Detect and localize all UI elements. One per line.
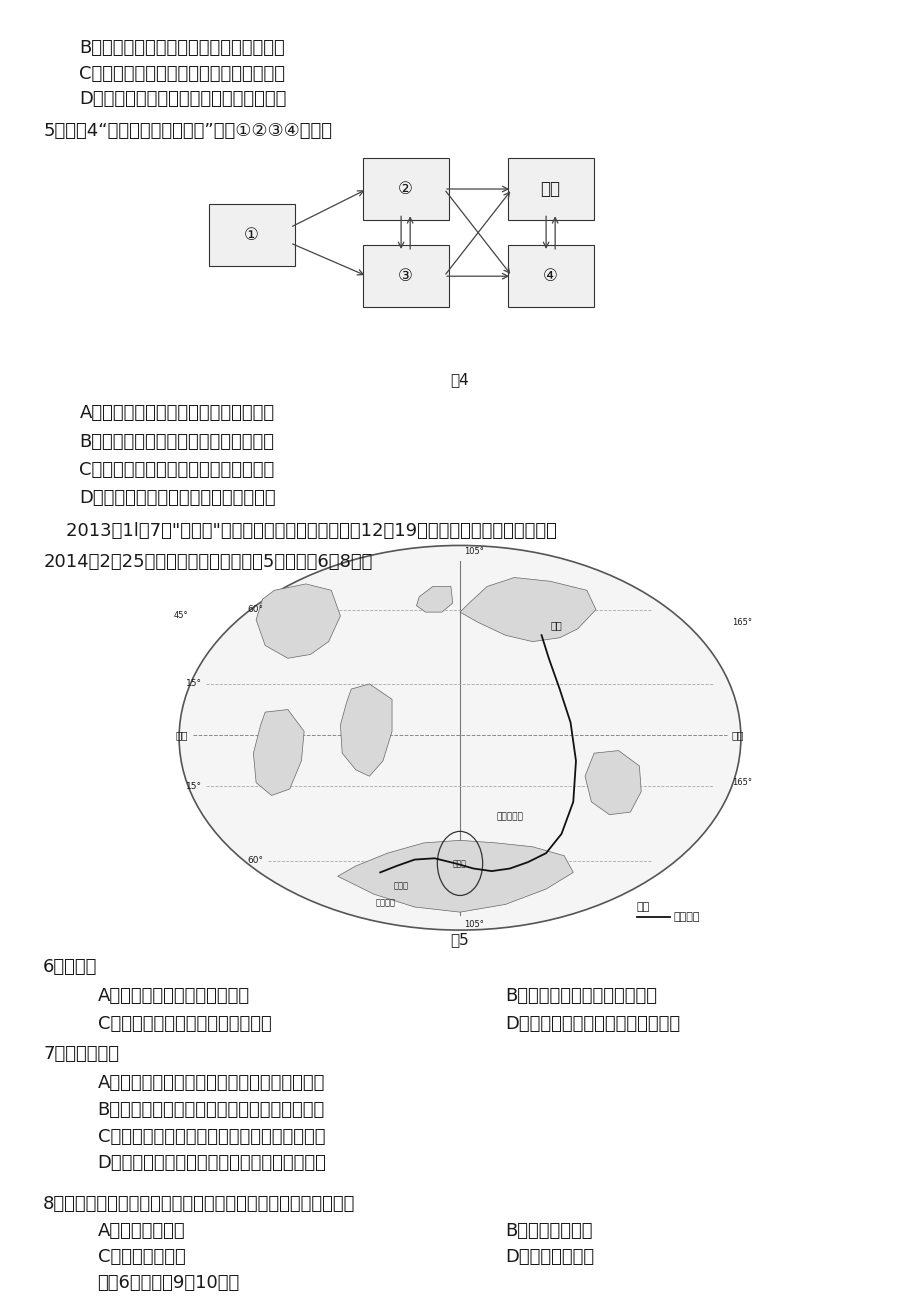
Text: B．乌斯怀亚到长城站，正午槐杆影子越来越短: B．乌斯怀亚到长城站，正午槐杆影子越来越短 [97, 1100, 324, 1118]
Text: 2014年2月25日成功返回中山站。读图5，回答的6～8题。: 2014年2月25日成功返回中山站。读图5，回答的6～8题。 [43, 553, 372, 572]
FancyBboxPatch shape [507, 159, 593, 220]
Text: 长城站: 长城站 [393, 881, 408, 891]
Text: 赤道: 赤道 [176, 730, 188, 741]
Text: 图5: 图5 [450, 932, 469, 948]
Text: C．人类活动、太阳辐射、下垫面、大气: C．人类活动、太阳辐射、下垫面、大气 [79, 461, 275, 479]
Text: 读图6，回答礗9、10题。: 读图6，回答礗9、10题。 [97, 1273, 240, 1292]
Text: D．产业结构升级，大力发展第二、三产业: D．产业结构升级，大力发展第二、三产业 [79, 90, 287, 108]
FancyBboxPatch shape [507, 245, 593, 307]
Text: 图4: 图4 [450, 372, 469, 388]
Text: C．到弗里曼特尔正値当地少雨时节: C．到弗里曼特尔正値当地少雨时节 [97, 1014, 271, 1032]
Text: A．地热资源丰富: A．地热资源丰富 [97, 1223, 185, 1241]
Ellipse shape [179, 546, 740, 930]
Text: 2013年1l月7日"雪龙号"由上海出发前往南极中山站，12月19目开始我国首次环南极航行，: 2013年1l月7日"雪龙号"由上海出发前往南极中山站，12月19目开始我国首次… [43, 522, 557, 540]
Text: D．抒达中山站前要穿过极地东风带: D．抒达中山站前要穿过极地东风带 [505, 1014, 680, 1032]
Text: 5．在图4“地理要素关联示意图”中，①②③④依次是: 5．在图4“地理要素关联示意图”中，①②③④依次是 [43, 122, 332, 141]
Text: ③: ③ [398, 267, 413, 285]
Text: B．在太平洋海域航行始终逆风: B．在太平洋海域航行始终逆风 [505, 987, 656, 1005]
Text: 60°: 60° [247, 857, 263, 866]
Polygon shape [340, 684, 391, 776]
Text: C．山区恢复天然植被，增强水源涵养功能: C．山区恢复天然植被，增强水源涵养功能 [79, 65, 285, 82]
Text: 图例: 图例 [636, 902, 649, 911]
Polygon shape [337, 840, 573, 913]
Text: 165°: 165° [731, 618, 751, 626]
Text: 航行路线: 航行路线 [673, 913, 699, 922]
Text: B．港口设施完备: B．港口设施完备 [505, 1223, 592, 1241]
Text: 7．环南极航行: 7．环南极航行 [43, 1046, 119, 1064]
FancyBboxPatch shape [362, 159, 448, 220]
Text: C．长城站到中山站，船由西半球进入到东半球: C．长城站到中山站，船由西半球进入到东半球 [97, 1128, 324, 1146]
Text: D．下垫面、太类活动、大气、太阳辐射: D．下垫面、太类活动、大气、太阳辐射 [79, 490, 276, 506]
Text: D．距南极大陆近: D．距南极大陆近 [505, 1249, 594, 1266]
Text: B．太阳辐射、大气、下垫面、人类活动: B．太阳辐射、大气、下垫面、人类活动 [79, 432, 274, 450]
Text: ②: ② [398, 180, 413, 198]
Text: 8．与弗里曼特尔相比，乌斯怀亚作为南极科考补给基地的优势是: 8．与弗里曼特尔相比，乌斯怀亚作为南极科考补给基地的优势是 [43, 1195, 355, 1213]
Text: 60°: 60° [247, 605, 263, 615]
Polygon shape [253, 710, 304, 796]
Text: 气候: 气候 [540, 180, 560, 198]
Text: C．农业基础雄厉: C．农业基础雄厉 [97, 1249, 185, 1266]
Text: 105°: 105° [463, 919, 483, 928]
Text: B．中部大规模植树造林，治理土地荒漠化: B．中部大规模植树造林，治理土地荒漠化 [79, 39, 285, 57]
Polygon shape [584, 750, 641, 815]
Text: 105°: 105° [463, 547, 483, 556]
Text: A．离开上海时正値长江丰水期: A．离开上海时正値长江丰水期 [97, 987, 249, 1005]
Text: 乌斯怀亚: 乌斯怀亚 [375, 898, 395, 907]
Text: 165°: 165° [731, 779, 751, 788]
Polygon shape [255, 583, 340, 659]
Text: ①: ① [244, 227, 259, 245]
Text: 上海: 上海 [550, 620, 562, 630]
Text: 中山站: 中山站 [452, 859, 467, 868]
Text: A．中山站到乌斯怀亚，地球自转速度越来越陕: A．中山站到乌斯怀亚，地球自转速度越来越陕 [97, 1074, 324, 1091]
FancyBboxPatch shape [209, 204, 294, 266]
Text: 6．雪龙号: 6．雪龙号 [43, 958, 97, 976]
Polygon shape [460, 578, 596, 642]
Text: ④: ④ [542, 267, 558, 285]
Text: 45°: 45° [174, 612, 188, 621]
Text: 赤道: 赤道 [731, 730, 743, 741]
Text: D．一路始终保持向西行驶，路线呈顺时针方向: D．一路始终保持向西行驶，路线呈顺时针方向 [97, 1155, 326, 1173]
Text: 弗里曼特尔: 弗里曼特尔 [496, 812, 523, 822]
FancyBboxPatch shape [362, 245, 448, 307]
Polygon shape [416, 586, 452, 612]
Text: 15°: 15° [186, 783, 201, 792]
Text: 15°: 15° [186, 680, 201, 689]
Text: A．大气、下垫面、太阳辐射、人类活动: A．大气、下垫面、太阳辐射、人类活动 [79, 405, 274, 422]
